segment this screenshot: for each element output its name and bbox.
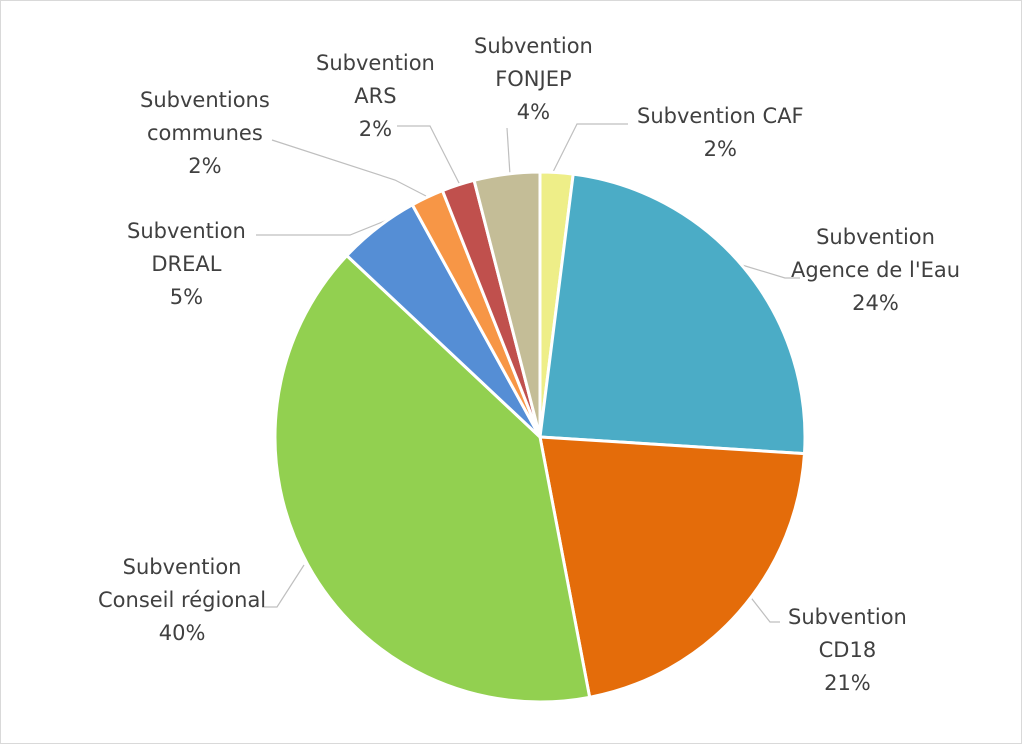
slice-percent-2: 21% bbox=[824, 671, 871, 695]
slice-percent-4: 5% bbox=[169, 285, 204, 309]
pie-slice-3 bbox=[273, 254, 592, 704]
slice-label-1-line-1: Agence de l'Eau bbox=[791, 258, 961, 282]
pie-slice-1 bbox=[538, 172, 807, 456]
slice-label-2-line-0: Subvention bbox=[788, 605, 907, 629]
slice-label-1: Subvention Agence de l'Eau 24% bbox=[791, 221, 960, 320]
slice-label-5-line-0: Subventions bbox=[140, 88, 270, 112]
leader-line-5 bbox=[271, 139, 427, 197]
slice-percent-6: 2% bbox=[358, 117, 393, 141]
slice-percent-7: 4% bbox=[516, 100, 551, 124]
slice-label-4-line-1: DREAL bbox=[151, 252, 222, 276]
slice-label-5: Subventions communes 2% bbox=[140, 84, 270, 183]
slice-label-4: Subvention DREAL 5% bbox=[127, 215, 246, 314]
slice-label-6: Subvention ARS 2% bbox=[316, 47, 435, 146]
leader-line-0 bbox=[550, 123, 628, 177]
slice-label-6-line-1: ARS bbox=[354, 84, 397, 108]
leader-line-6 bbox=[397, 125, 461, 186]
slice-label-7-line-1: FONJEP bbox=[495, 67, 572, 91]
slice-label-4-line-0: Subvention bbox=[127, 219, 246, 243]
slice-label-6-line-0: Subvention bbox=[316, 51, 435, 75]
slice-label-2-line-1: CD18 bbox=[818, 638, 877, 662]
slice-label-2: Subvention CD18 21% bbox=[788, 601, 907, 700]
pie-slice-7 bbox=[472, 170, 542, 439]
slice-label-1-line-0: Subvention bbox=[816, 225, 935, 249]
leader-line-1 bbox=[741, 264, 800, 279]
slice-percent-0: 2% bbox=[703, 137, 737, 161]
slice-label-0-line-0: Subvention CAF bbox=[637, 104, 804, 128]
slice-percent-3: 40% bbox=[158, 621, 206, 645]
slice-label-7: Subvention FONJEP 4% bbox=[474, 30, 593, 129]
slice-percent-1: 24% bbox=[852, 291, 899, 315]
leader-line-7 bbox=[506, 127, 511, 176]
slice-percent-5: 2% bbox=[188, 154, 222, 178]
pie-slice-2 bbox=[538, 435, 806, 699]
slice-label-3: Subvention Conseil régional 40% bbox=[98, 551, 266, 650]
slice-label-3-line-0: Subvention bbox=[122, 555, 242, 579]
pie-slices bbox=[273, 170, 807, 704]
leader-line-3 bbox=[262, 564, 305, 608]
slice-label-3-line-1: Conseil régional bbox=[98, 588, 267, 612]
slice-label-0: Subvention CAF 2% bbox=[637, 100, 804, 166]
slice-label-5-line-1: communes bbox=[147, 121, 263, 145]
slice-label-7-line-0: Subvention bbox=[474, 34, 593, 58]
